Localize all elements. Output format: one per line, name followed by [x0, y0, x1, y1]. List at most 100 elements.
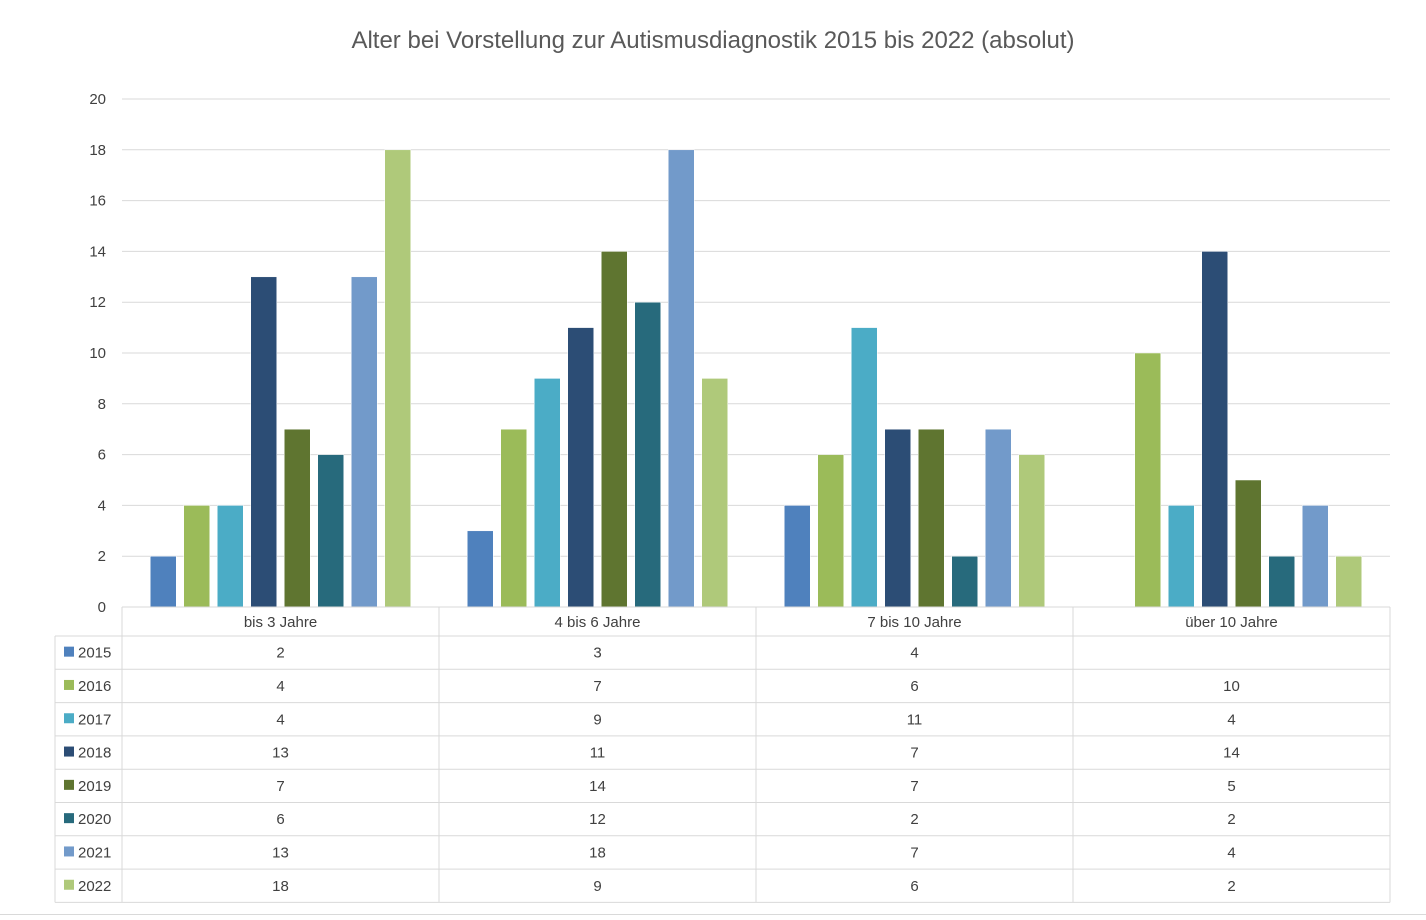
y-tick-label: 0 [98, 599, 106, 616]
legend-label-2021: 2021 [78, 844, 111, 861]
legend-label-2018: 2018 [78, 745, 111, 762]
bar-2015-2 [467, 530, 494, 608]
bar-2016-3 [817, 454, 844, 608]
chart-title: Alter bei Vorstellung zur Autismusdiagno… [351, 27, 1075, 54]
table-cell-value: 4 [1227, 711, 1235, 728]
table-cell-value: 11 [590, 745, 606, 762]
bar-2015-1 [150, 555, 177, 608]
bar-2017-1 [217, 505, 244, 608]
bar-2019-2 [601, 251, 628, 608]
bar-2021-1 [351, 276, 378, 608]
legend-key-2019 [64, 779, 74, 790]
bar-2020-1 [317, 454, 344, 608]
y-tick-label: 8 [98, 396, 106, 413]
legend-label-2019: 2019 [78, 778, 111, 795]
bar-2018-4 [1201, 251, 1228, 608]
bar-2022-3 [1018, 454, 1045, 608]
table-cell-value: 12 [589, 811, 606, 828]
y-tick-label: 10 [89, 345, 106, 362]
table-cell-value: 2 [276, 645, 284, 662]
legend-label-2015: 2015 [78, 645, 111, 662]
legend-key-2015 [64, 646, 74, 657]
bar-2017-3 [851, 327, 878, 608]
bar-2022-1 [384, 149, 411, 608]
bar-2021-3 [985, 428, 1012, 608]
table-cell-value: 13 [272, 844, 289, 861]
bars [150, 149, 1362, 608]
legend-key-2017 [64, 713, 74, 724]
bar-2016-1 [183, 505, 210, 608]
legend-key-2021 [64, 846, 74, 857]
table-cell-value: 13 [272, 745, 289, 762]
table-cell-value: 2 [1227, 878, 1235, 895]
bar-2017-4 [1168, 505, 1195, 608]
legend-label-2020: 2020 [78, 811, 111, 828]
legend-label-2022: 2022 [78, 878, 111, 895]
table-cell-value: 7 [910, 745, 918, 762]
category-label: 7 bis 10 Jahre [867, 614, 961, 631]
legend-key-2022 [64, 879, 74, 890]
table-cell-value: 9 [593, 711, 601, 728]
bar-2022-4 [1335, 555, 1362, 608]
legend-label-2016: 2016 [78, 678, 111, 695]
table-cell-value: 4 [276, 678, 284, 695]
chart-frame-border [0, 914, 1426, 915]
legend-label-2017: 2017 [78, 711, 111, 728]
category-label: 4 bis 6 Jahre [555, 614, 641, 631]
table-cell-value: 6 [276, 811, 284, 828]
table-cell-value: 6 [910, 878, 918, 895]
bar-2019-1 [284, 428, 311, 608]
table-cell-value: 18 [272, 878, 289, 895]
y-tick-label: 20 [89, 91, 106, 108]
table-cell-value: 18 [589, 844, 606, 861]
gridlines [122, 98, 1390, 557]
table-cell-value: 4 [910, 645, 918, 662]
table-cell-value: 4 [276, 711, 284, 728]
y-tick-label: 4 [98, 497, 106, 514]
table-cell-value: 4 [1227, 844, 1235, 861]
y-tick-label: 14 [89, 243, 106, 260]
bar-2017-2 [534, 378, 561, 608]
bar-2018-1 [250, 276, 277, 608]
data-table: bis 3 Jahre 4 bis 6 Jahre 7 bis 10 Jahre üb… [54, 606, 1391, 903]
bar-2020-2 [634, 301, 661, 608]
bar-2022-2 [701, 378, 728, 608]
bar-2018-3 [884, 428, 911, 608]
table-cell-value: 9 [593, 878, 601, 895]
y-tick-label: 2 [98, 548, 106, 565]
bar-2016-4 [1134, 352, 1161, 608]
table-cell-value: 14 [1223, 745, 1240, 762]
y-tick-label: 18 [89, 142, 106, 159]
bar-2019-4 [1235, 479, 1262, 608]
legend-key-2016 [64, 679, 74, 690]
bar-2019-3 [918, 428, 945, 608]
legend-key-2020 [64, 813, 74, 824]
bar-2021-2 [668, 149, 695, 608]
bar-2015-3 [784, 505, 811, 608]
table-cell-value: 6 [910, 678, 918, 695]
table-cell-value: 7 [910, 844, 918, 861]
table-cell-value: 11 [907, 711, 923, 728]
bar-2021-4 [1302, 505, 1329, 608]
bar-2018-2 [567, 327, 594, 608]
table-cell-value: 2 [910, 811, 918, 828]
bar-2020-3 [951, 555, 978, 608]
table-cell-value: 7 [276, 778, 284, 795]
category-label: bis 3 Jahre [244, 614, 317, 631]
table-cell-value: 10 [1223, 678, 1240, 695]
legend-key-2018 [64, 746, 74, 757]
bar-2016-2 [500, 428, 527, 608]
table-cell-value: 14 [589, 778, 606, 795]
table-cell-value: 7 [593, 678, 601, 695]
table-cell-value: 3 [593, 645, 601, 662]
table-cell-value: 5 [1227, 778, 1235, 795]
table-cell-value: 2 [1227, 811, 1235, 828]
bar-2020-4 [1268, 555, 1295, 608]
table-cell-value: 7 [910, 778, 918, 795]
y-tick-label: 6 [98, 447, 106, 464]
y-tick-label: 16 [89, 193, 106, 210]
y-tick-label: 12 [89, 294, 106, 311]
y-axis-ticks: 0 2 4 6 8 10 12 14 16 18 20 [89, 91, 106, 616]
category-label: über 10 Jahre [1185, 614, 1278, 631]
